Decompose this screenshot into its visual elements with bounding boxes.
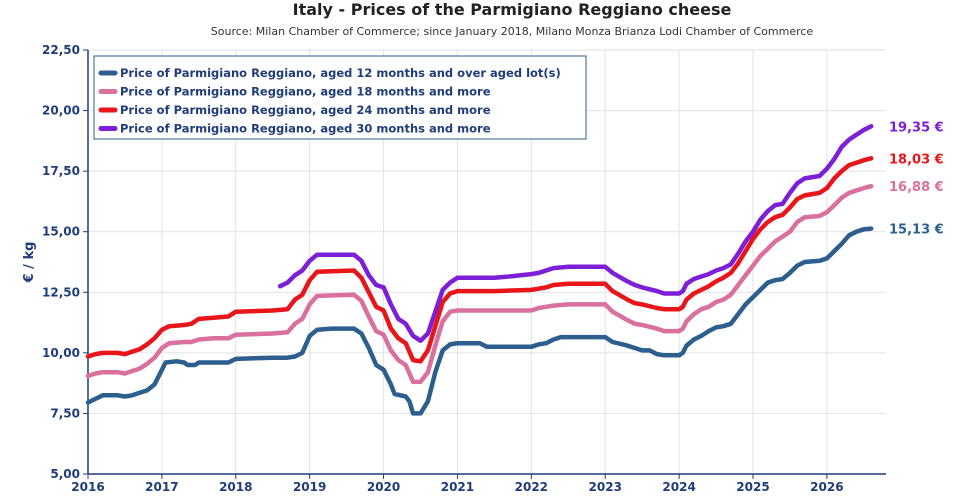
series-lines	[85, 124, 874, 416]
y-tick-label: 22,50	[42, 43, 80, 57]
y-tick-label: 20,00	[42, 104, 80, 118]
series-line-2	[85, 183, 874, 385]
end-value-label-3: 18,03 €	[889, 152, 944, 167]
x-tick-label: 2019	[293, 480, 326, 494]
y-tick-label: 15,00	[42, 225, 80, 239]
x-tick-label: 2018	[219, 480, 252, 494]
x-tick-label: 2024	[662, 480, 695, 494]
chart-title: Italy - Prices of the Parmigiano Reggian…	[293, 0, 732, 19]
legend-label-3: Price of Parmigiano Reggiano, aged 24 mo…	[120, 103, 491, 117]
x-tick-label: 2016	[71, 480, 104, 494]
legend: Price of Parmigiano Reggiano, aged 12 mo…	[93, 55, 587, 140]
legend-label-4: Price of Parmigiano Reggiano, aged 30 mo…	[120, 122, 491, 136]
chart-subtitle: Source: Milan Chamber of Commerce; since…	[211, 25, 814, 38]
y-axis-label: € / kg	[22, 242, 37, 284]
end-labels: 15,13 € 16,88 € 18,03 € 19,35 €	[889, 120, 944, 237]
end-value-label-2: 16,88 €	[889, 180, 944, 195]
x-tick-label: 2021	[441, 480, 474, 494]
y-tick-label: 12,50	[42, 285, 80, 299]
end-value-label-1: 15,13 €	[889, 223, 944, 238]
series-line-1	[85, 226, 874, 416]
legend-label-2: Price of Parmigiano Reggiano, aged 18 mo…	[120, 85, 491, 99]
series-line-4	[277, 124, 874, 343]
x-tick-label: 2025	[736, 480, 769, 494]
end-value-label-4: 19,35 €	[889, 120, 944, 135]
legend-label-1: Price of Parmigiano Reggiano, aged 12 mo…	[120, 66, 561, 80]
x-tick-label: 2022	[515, 480, 548, 494]
y-tick-label: 5,00	[50, 467, 80, 481]
x-tick-label: 2020	[367, 480, 400, 494]
y-tick-label: 10,00	[42, 346, 80, 360]
series-line-3	[85, 156, 874, 364]
x-tick-label: 2023	[589, 480, 622, 494]
axes: 5,00 7,50 10,00 12,50 15,00 17,50 20,00 22,50 20…	[42, 43, 886, 494]
y-tick-label: 7,50	[50, 406, 80, 420]
x-tick-label: 2017	[145, 480, 178, 494]
x-tick-label: 2026	[810, 480, 843, 494]
legend-box	[93, 55, 587, 140]
y-tick-label: 17,50	[42, 164, 80, 178]
